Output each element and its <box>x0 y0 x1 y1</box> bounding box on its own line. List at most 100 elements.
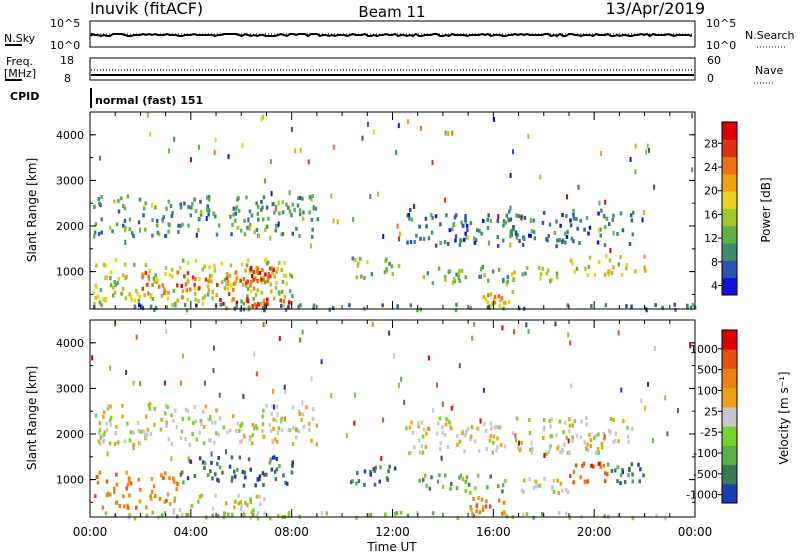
data-cell <box>275 467 279 472</box>
data-cell <box>216 513 220 518</box>
data-cell <box>172 289 176 293</box>
data-cell <box>245 263 249 268</box>
data-cell <box>167 222 170 227</box>
data-cell <box>276 412 279 418</box>
data-cell <box>242 483 246 488</box>
data-cell <box>410 420 413 425</box>
data-cell <box>372 129 375 135</box>
data-cell <box>225 276 229 281</box>
data-cell <box>150 496 153 501</box>
data-cell <box>409 240 413 244</box>
data-cell <box>107 404 110 408</box>
data-cell <box>150 489 154 494</box>
data-cell <box>216 477 219 482</box>
data-cell <box>194 419 198 424</box>
data-cell <box>336 219 339 225</box>
data-cell <box>102 432 105 437</box>
data-cell <box>444 473 447 478</box>
data-cell <box>356 263 360 268</box>
data-cell <box>280 268 283 272</box>
data-cell <box>274 418 278 423</box>
data-cell <box>515 416 519 421</box>
data-cell <box>474 238 478 243</box>
data-cell <box>213 440 216 445</box>
data-cell <box>241 142 244 148</box>
data-cell <box>117 198 120 203</box>
data-cell <box>299 337 302 343</box>
power-heatmap <box>92 112 697 313</box>
data-cell <box>126 194 130 199</box>
data-cell <box>644 405 647 411</box>
data-cell <box>564 240 567 245</box>
frequency-strip-frame <box>89 57 696 81</box>
data-cell <box>604 471 607 476</box>
data-cell <box>439 447 442 452</box>
data-cell <box>391 272 394 277</box>
data-cell <box>542 418 546 422</box>
data-cell <box>245 195 248 200</box>
x-tick-label: 00:00 <box>73 525 108 539</box>
data-cell <box>284 274 288 278</box>
data-cell <box>369 512 373 517</box>
data-cell <box>283 384 286 390</box>
data-cell <box>245 283 248 288</box>
data-cell <box>274 285 278 290</box>
data-cell <box>561 488 564 493</box>
data-cell <box>186 271 190 276</box>
data-cell <box>637 462 640 467</box>
data-cell <box>569 474 572 479</box>
data-cell <box>260 116 263 122</box>
data-cell <box>427 355 430 361</box>
data-cell <box>295 428 298 433</box>
data-cell <box>509 242 512 248</box>
data-cell <box>253 426 256 431</box>
data-cell <box>483 422 486 427</box>
data-cell <box>199 212 203 217</box>
data-cell <box>547 450 551 455</box>
data-cell <box>287 428 291 432</box>
data-cell <box>193 291 197 296</box>
data-cell <box>472 513 475 518</box>
data-cell <box>277 426 281 431</box>
data-cell <box>108 225 112 230</box>
data-cell <box>356 471 359 475</box>
data-cell <box>234 499 237 504</box>
data-cell <box>568 450 571 455</box>
data-cell <box>274 437 277 442</box>
data-cell <box>250 213 254 218</box>
data-cell <box>263 308 266 313</box>
data-cell <box>180 470 184 475</box>
data-cell <box>264 258 267 262</box>
data-cell <box>571 261 574 266</box>
data-cell <box>190 157 192 163</box>
data-cell <box>422 236 426 241</box>
data-cell <box>453 215 457 220</box>
data-cell <box>584 266 587 271</box>
data-cell <box>261 414 264 419</box>
data-cell <box>353 420 356 426</box>
data-cell <box>487 293 490 298</box>
data-cell <box>631 232 635 237</box>
colorbar-tick-label: 8 <box>711 256 718 269</box>
data-cell <box>573 269 576 274</box>
data-cell <box>527 133 530 139</box>
data-cell <box>256 269 259 273</box>
data-cell <box>198 430 201 435</box>
data-cell <box>413 240 416 245</box>
data-cell <box>575 433 579 438</box>
data-cell <box>263 511 266 516</box>
data-cell <box>198 144 200 150</box>
data-cell <box>161 217 164 222</box>
data-cell <box>522 237 526 241</box>
data-cell <box>533 236 537 241</box>
data-cell <box>277 200 280 206</box>
data-cell <box>276 266 279 271</box>
data-cell <box>541 512 544 516</box>
data-cell <box>138 227 141 233</box>
data-cell <box>231 475 234 480</box>
data-cell <box>569 218 572 223</box>
data-cell <box>244 501 247 506</box>
data-cell <box>543 453 546 458</box>
data-cell <box>400 376 403 382</box>
data-cell <box>510 232 513 237</box>
